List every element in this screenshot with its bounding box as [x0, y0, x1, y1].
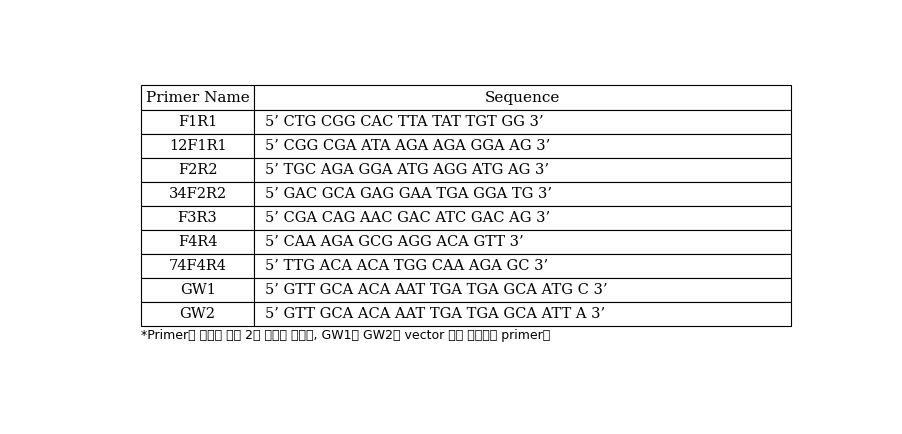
Text: 74F4R4: 74F4R4 [169, 259, 226, 273]
Bar [141, 254, 254, 278]
Bar [141, 109, 254, 134]
Bar [254, 254, 791, 278]
Text: 5’ TTG ACA ACA TGG CAA AGA GC 3’: 5’ TTG ACA ACA TGG CAA AGA GC 3’ [265, 259, 548, 273]
Text: GW1: GW1 [179, 283, 216, 297]
Text: F4R4: F4R4 [178, 235, 217, 249]
Bar [254, 158, 791, 182]
Text: GW2: GW2 [179, 307, 216, 321]
Bar [254, 134, 791, 158]
Bar [254, 182, 791, 206]
Bar [254, 230, 791, 254]
Bar [141, 278, 254, 302]
Bar [141, 206, 254, 230]
Bar [254, 206, 791, 230]
Bar [254, 85, 791, 109]
Text: 5’ TGC AGA GGA ATG AGG ATG AG 3’: 5’ TGC AGA GGA ATG AGG ATG AG 3’ [265, 163, 549, 177]
Text: F2R2: F2R2 [178, 163, 217, 177]
Text: *Primer의 위치는 그림 2에 나타나 있으며, GW1과 GW2는 vector 상에 존재하는 primer임: *Primer의 위치는 그림 2에 나타나 있으며, GW1과 GW2는 ve… [141, 329, 550, 342]
Text: Sequence: Sequence [485, 91, 560, 105]
Text: 5’ CAA AGA GCG AGG ACA GTT 3’: 5’ CAA AGA GCG AGG ACA GTT 3’ [265, 235, 523, 249]
Bar [254, 278, 791, 302]
Text: 5’ CGG CGA ATA AGA AGA GGA AG 3’: 5’ CGG CGA ATA AGA AGA GGA AG 3’ [265, 138, 550, 153]
Bar [254, 302, 791, 326]
Text: 5’ GTT GCA ACA AAT TGA TGA GCA ATT A 3’: 5’ GTT GCA ACA AAT TGA TGA GCA ATT A 3’ [265, 307, 605, 321]
Bar [141, 134, 254, 158]
Bar [141, 302, 254, 326]
Text: 5’ CTG CGG CAC TTA TAT TGT GG 3’: 5’ CTG CGG CAC TTA TAT TGT GG 3’ [265, 115, 544, 128]
Bar [141, 85, 254, 109]
Text: F1R1: F1R1 [178, 115, 217, 128]
Bar [141, 158, 254, 182]
Text: 5’ GAC GCA GAG GAA TGA GGA TG 3’: 5’ GAC GCA GAG GAA TGA GGA TG 3’ [265, 187, 552, 201]
Text: 5’ CGA CAG AAC GAC ATC GAC AG 3’: 5’ CGA CAG AAC GAC ATC GAC AG 3’ [265, 211, 550, 225]
Bar [254, 109, 791, 134]
Text: 5’ GTT GCA ACA AAT TGA TGA GCA ATG C 3’: 5’ GTT GCA ACA AAT TGA TGA GCA ATG C 3’ [265, 283, 607, 297]
Text: 12F1R1: 12F1R1 [169, 138, 226, 153]
Text: 34F2R2: 34F2R2 [169, 187, 226, 201]
Bar [141, 230, 254, 254]
Bar [141, 182, 254, 206]
Text: Primer Name: Primer Name [146, 91, 250, 105]
Text: F3R3: F3R3 [178, 211, 217, 225]
